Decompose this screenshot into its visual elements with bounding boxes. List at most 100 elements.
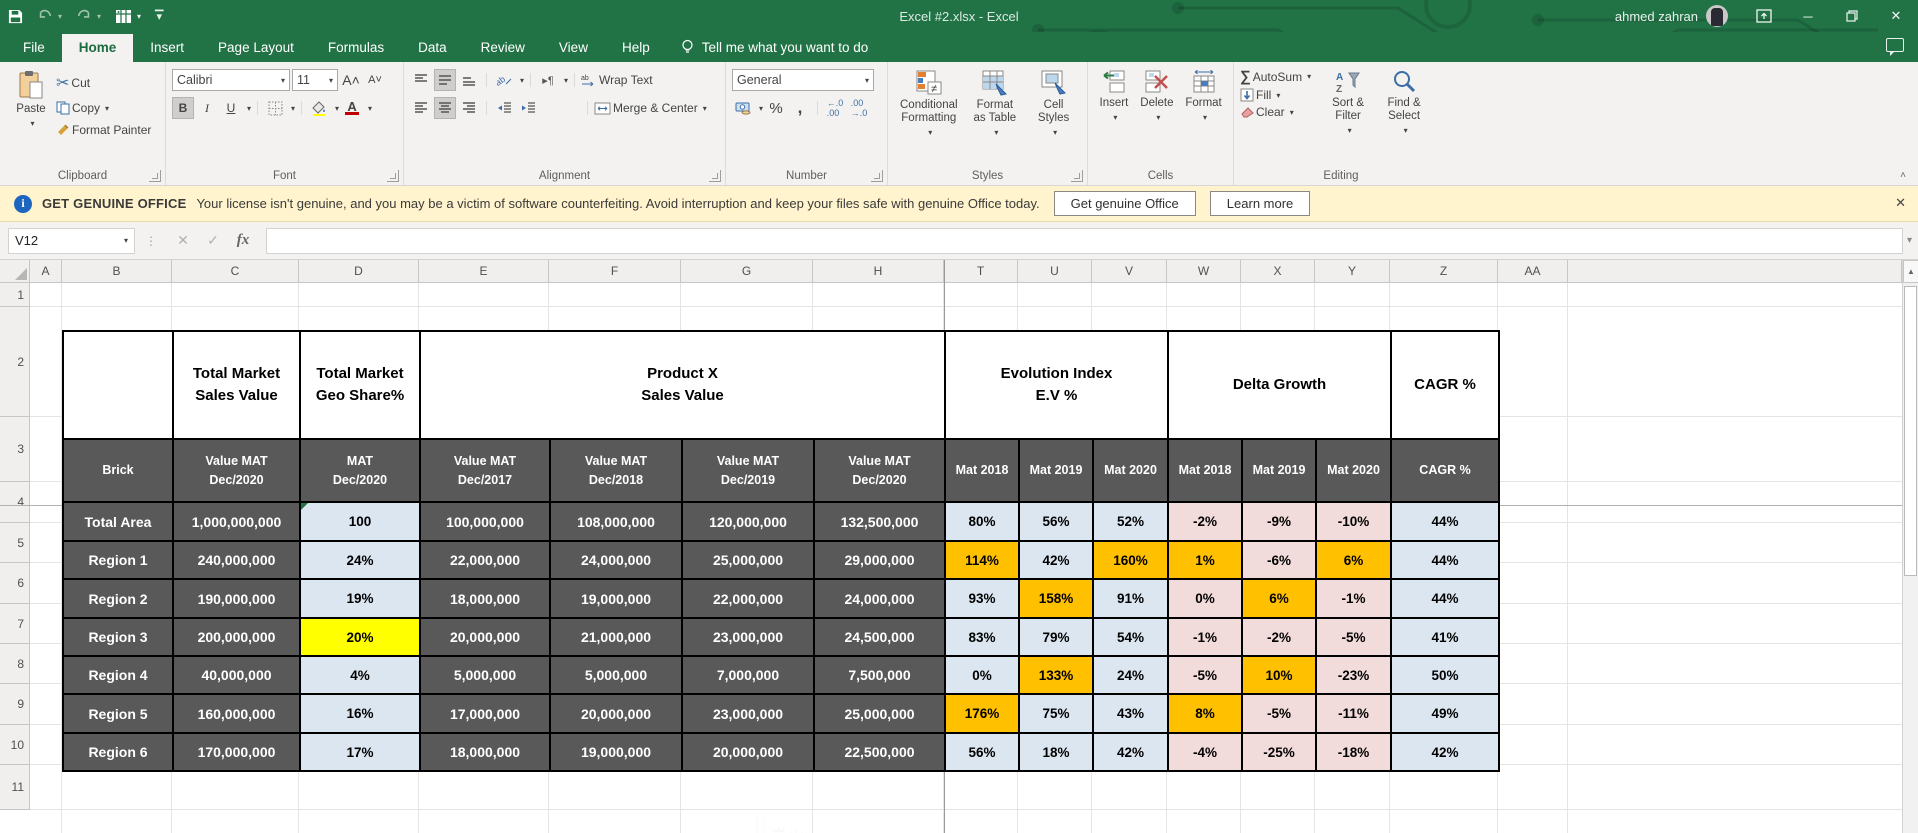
col-header-AA[interactable]: AA xyxy=(1498,260,1568,283)
cell-D5[interactable]: 24% xyxy=(301,542,421,580)
cell-F8[interactable]: 5,000,000 xyxy=(551,657,683,695)
cell-V5[interactable]: 160% xyxy=(1094,542,1169,580)
get-genuine-office-button[interactable]: Get genuine Office xyxy=(1054,191,1196,216)
name-box[interactable]: V12▾ xyxy=(8,228,135,254)
cell-V7[interactable]: 54% xyxy=(1094,619,1169,657)
percent-style-button[interactable]: % xyxy=(765,97,787,119)
cell-V6[interactable]: 91% xyxy=(1094,580,1169,619)
enter-formula-icon[interactable]: ✓ xyxy=(198,232,228,249)
comma-style-button[interactable]: , xyxy=(789,97,811,119)
align-bottom-icon[interactable] xyxy=(458,69,480,91)
table-sub-header-U3[interactable]: Mat 2019 xyxy=(1020,440,1094,503)
table-sub-header-E3[interactable]: Value MAT Dec/2017 xyxy=(421,440,551,503)
tab-view[interactable]: View xyxy=(542,34,605,62)
cell-C5[interactable]: 240,000,000 xyxy=(174,542,301,580)
cell-H4[interactable]: 132,500,000 xyxy=(815,503,946,542)
cell-H7[interactable]: 24,500,000 xyxy=(815,619,946,657)
row-header-2[interactable]: 2 xyxy=(0,307,30,417)
font-size-combo[interactable]: 11▾ xyxy=(292,69,338,91)
cell-H5[interactable]: 29,000,000 xyxy=(815,542,946,580)
cell-F10[interactable]: 19,000,000 xyxy=(551,734,683,772)
delete-cells-button[interactable]: Delete▾ xyxy=(1134,66,1179,126)
format-as-table-button[interactable]: Format as Table▾ xyxy=(964,66,1027,142)
increase-decimal-button[interactable]: ←.0.00 xyxy=(824,97,846,119)
table-sub-header-Z3[interactable]: CAGR % xyxy=(1392,440,1500,503)
minimize-button[interactable]: ─ xyxy=(1786,0,1830,32)
row-header-5[interactable]: 5 xyxy=(0,523,30,563)
cell-B9[interactable]: Region 5 xyxy=(64,695,174,734)
cell-Y6[interactable]: -1% xyxy=(1317,580,1392,619)
number-format-combo[interactable]: General▾ xyxy=(732,69,874,91)
text-direction-button[interactable]: ▸¶ xyxy=(537,69,559,91)
cell-D7[interactable]: 20% xyxy=(301,619,421,657)
tab-page-layout[interactable]: Page Layout xyxy=(201,34,311,62)
autosum-button[interactable]: ∑AutoSum▾ xyxy=(1240,68,1311,85)
tab-formulas[interactable]: Formulas xyxy=(311,34,401,62)
cell-U10[interactable]: 18% xyxy=(1020,734,1094,772)
table-tool-button[interactable]: ▾ xyxy=(115,9,141,24)
cell-Z7[interactable]: 41% xyxy=(1392,619,1500,657)
cell-Z8[interactable]: 50% xyxy=(1392,657,1500,695)
table-top-header-3[interactable]: Product X Sales Value xyxy=(421,332,946,440)
cell-V9[interactable]: 43% xyxy=(1094,695,1169,734)
orientation-button[interactable]: ab xyxy=(493,69,515,91)
cell-H8[interactable]: 7,500,000 xyxy=(815,657,946,695)
cell-B10[interactable]: Region 6 xyxy=(64,734,174,772)
font-dialog-launcher[interactable] xyxy=(387,170,399,182)
clipboard-dialog-launcher[interactable] xyxy=(149,170,161,182)
formula-input[interactable] xyxy=(266,228,1903,254)
cell-Z6[interactable]: 44% xyxy=(1392,580,1500,619)
table-sub-header-T3[interactable]: Mat 2018 xyxy=(946,440,1020,503)
cell-X7[interactable]: -2% xyxy=(1243,619,1317,657)
table-top-header-5[interactable]: Delta Growth xyxy=(1169,332,1392,440)
customize-qat-button[interactable]: ▔▾ xyxy=(155,10,162,23)
align-right-icon[interactable] xyxy=(458,97,480,119)
cell-G6[interactable]: 22,000,000 xyxy=(683,580,815,619)
save-button[interactable] xyxy=(8,9,23,24)
cell-G5[interactable]: 25,000,000 xyxy=(683,542,815,580)
table-sub-header-B3[interactable]: Brick xyxy=(64,440,174,503)
bold-button[interactable]: B xyxy=(172,97,194,119)
tab-review[interactable]: Review xyxy=(464,34,542,62)
redo-button[interactable]: ▾ xyxy=(76,9,101,23)
restore-button[interactable] xyxy=(1830,0,1874,32)
font-name-combo[interactable]: Calibri▾ xyxy=(172,69,290,91)
italic-button[interactable]: I xyxy=(196,97,218,119)
cell-U6[interactable]: 158% xyxy=(1020,580,1094,619)
row-header-8[interactable]: 8 xyxy=(0,644,30,684)
col-header-V[interactable]: V xyxy=(1092,260,1167,283)
fill-color-button[interactable] xyxy=(308,97,330,119)
col-header-B[interactable]: B xyxy=(62,260,172,283)
cell-G4[interactable]: 120,000,000 xyxy=(683,503,815,542)
table-sub-header-D3[interactable]: MAT Dec/2020 xyxy=(301,440,421,503)
cell-Y10[interactable]: -18% xyxy=(1317,734,1392,772)
paste-button[interactable]: Paste▾ xyxy=(6,66,56,140)
cell-W4[interactable]: -2% xyxy=(1169,503,1243,542)
row-header-4[interactable]: 4 xyxy=(0,482,30,523)
cell-E9[interactable]: 17,000,000 xyxy=(421,695,551,734)
cell-F7[interactable]: 21,000,000 xyxy=(551,619,683,657)
cell-G9[interactable]: 23,000,000 xyxy=(683,695,815,734)
accounting-format-button[interactable] xyxy=(732,97,754,119)
underline-button[interactable]: U xyxy=(220,97,242,119)
cell-U4[interactable]: 56% xyxy=(1020,503,1094,542)
col-header-U[interactable]: U xyxy=(1018,260,1092,283)
table-sub-header-H3[interactable]: Value MAT Dec/2020 xyxy=(815,440,946,503)
cell-W5[interactable]: 1% xyxy=(1169,542,1243,580)
cut-button[interactable]: ✂Cut xyxy=(56,73,151,93)
number-dialog-launcher[interactable] xyxy=(871,170,883,182)
cell-W8[interactable]: -5% xyxy=(1169,657,1243,695)
formula-bar-grip[interactable]: ⋮ xyxy=(145,234,158,248)
sort-filter-button[interactable]: AZ Sort & Filter▾ xyxy=(1319,66,1377,140)
col-header-D[interactable]: D xyxy=(299,260,419,283)
cell-W10[interactable]: -4% xyxy=(1169,734,1243,772)
row-header-6[interactable]: 6 xyxy=(0,563,30,604)
alignment-dialog-launcher[interactable] xyxy=(709,170,721,182)
cell-G7[interactable]: 23,000,000 xyxy=(683,619,815,657)
decrease-indent-icon[interactable] xyxy=(493,97,515,119)
insert-function-icon[interactable]: fx xyxy=(228,232,258,249)
cell-T8[interactable]: 0% xyxy=(946,657,1020,695)
select-all-corner[interactable] xyxy=(0,260,30,283)
col-header-Z[interactable]: Z xyxy=(1390,260,1498,283)
col-header-Y[interactable]: Y xyxy=(1315,260,1390,283)
